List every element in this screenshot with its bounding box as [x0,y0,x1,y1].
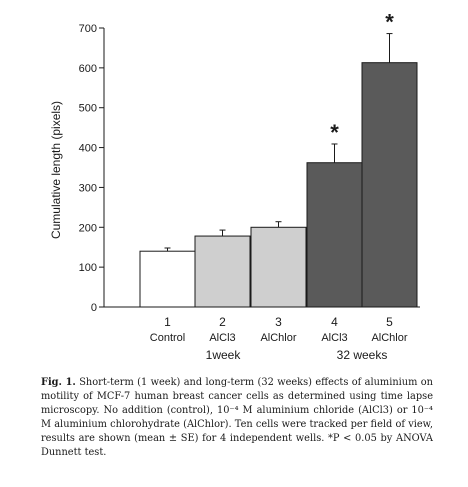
y-tick-label-200: 200 [79,222,97,234]
x-tick-label-5: 5 [386,315,393,329]
x-sublabel-5: AlChlor [371,332,407,344]
group-label-0: 1week [206,348,242,362]
bar-3 [250,226,307,308]
bar-4 [306,162,363,308]
bars-layer [139,62,418,308]
significance-marker-5: * [385,10,394,35]
error-bars-layer: ** [164,10,394,252]
axes-layer: 0 100 200 300 400 500 600 700 1 Control 2 AlCl3 3 AlC… [79,23,420,362]
y-tick-label-500: 500 [79,103,97,115]
y-tick-label-600: 600 [79,63,97,75]
y-tick-label-700: 700 [79,23,97,35]
bar-chart: ** 01002003004005006007001Control2AlCl33… [49,10,420,362]
x-tick-label-2: 2 [219,315,226,329]
group-label-1: 32 weeks [337,348,388,362]
x-tick-label-3: 3 [275,315,282,329]
bar-2 [194,235,251,308]
y-tick-label-0: 0 [91,302,97,314]
x-sublabel-4: AlCl3 [321,332,347,344]
y-tick-label-300: 300 [79,182,97,194]
x-sublabel-2: AlCl3 [209,332,235,344]
x-sublabel-1: Control [150,332,185,344]
y-tick-label-100: 100 [79,262,97,274]
x-tick-label-1: 1 [164,315,171,329]
x-sublabel-3: AlChlor [260,332,296,344]
caption-text: Short-term (1 week) and long-term (32 we… [41,377,433,458]
figure-caption: Fig. 1. Short-term (1 week) and long-ter… [41,376,433,460]
bar-1 [139,250,196,308]
y-tick-label-400: 400 [79,143,97,155]
y-axis-label: Cumulative length (pixels) [49,101,63,239]
significance-marker-4: * [330,120,339,145]
bar-5 [361,62,418,308]
caption-label: Fig. 1. [41,377,76,388]
x-tick-label-4: 4 [331,315,338,329]
